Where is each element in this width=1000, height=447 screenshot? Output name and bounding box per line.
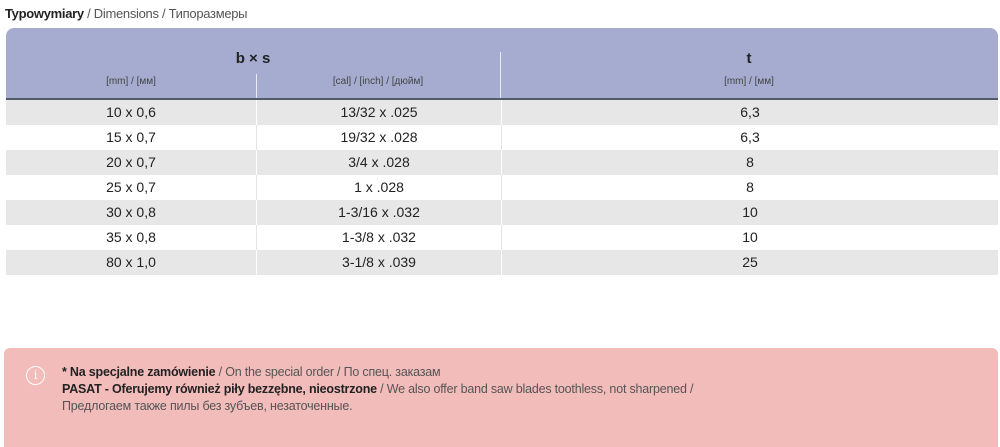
info-icon: i xyxy=(26,366,45,385)
cell-inch: 19/32 x .028 xyxy=(257,125,502,150)
table-row: 80 x 1,0 3-1/8 x .039 25 xyxy=(6,250,998,275)
cell-mm: 25 x 0,7 xyxy=(6,175,257,200)
cell-t: 10 xyxy=(742,204,758,220)
title-bold: Typowymiary xyxy=(5,6,84,21)
section-title: Typowymiary / Dimensions / Типоразмеры xyxy=(5,6,248,21)
cell-inch: 1-3/8 x .032 xyxy=(257,225,502,250)
cell-inch: 3-1/8 x .039 xyxy=(257,250,502,275)
cell-inch: 1-3/16 x .032 xyxy=(257,200,502,225)
table-row: 30 x 0,8 1-3/16 x .032 10 xyxy=(6,200,998,225)
table-row: 10 x 0,6 13/32 x .025 6,3 xyxy=(6,100,998,125)
table-row: 20 x 0,7 3/4 x .028 8 xyxy=(6,150,998,175)
cell-inch: 3/4 x .028 xyxy=(257,150,502,175)
divider xyxy=(500,52,501,98)
note-line3: Предлогаем также пилы без зубъев, незато… xyxy=(62,399,353,413)
cell-mm: 20 x 0,7 xyxy=(6,150,257,175)
cell-t: 10 xyxy=(742,229,758,245)
table-body: 10 x 0,6 13/32 x .025 6,3 15 x 0,7 19/32 x .… xyxy=(6,100,998,275)
divider xyxy=(256,74,257,98)
cell-mm: 35 x 0,8 xyxy=(6,225,257,250)
cell-inch: 1 x .028 xyxy=(257,175,502,200)
cell-inch: 13/32 x .025 xyxy=(257,100,502,125)
table-row: 15 x 0,7 19/32 x .028 6,3 xyxy=(6,125,998,150)
header-inch: [cal] / [inch] / [дюйм] xyxy=(332,76,424,87)
note-line2-bold: PASAT - Oferujemy również piły bezzębne,… xyxy=(62,382,377,396)
note-line1-bold: * Na specjalne zamówienie xyxy=(62,365,216,379)
cell-t: 8 xyxy=(746,154,754,170)
note-line1-rest: / On the special order / По спец. заказа… xyxy=(215,365,441,379)
cell-mm: 30 x 0,8 xyxy=(6,200,257,225)
note-box: i * Na specjalne zamówienie / On the spe… xyxy=(4,348,998,447)
header-mm: [mm] / [мм] xyxy=(106,76,156,87)
header-t: t xyxy=(746,50,752,67)
cell-mm: 15 x 0,7 xyxy=(6,125,257,150)
dimensions-table: b × s [mm] / [мм] [cal] / [inch] / [дюйм… xyxy=(6,28,998,275)
cell-mm: 10 x 0,6 xyxy=(6,100,257,125)
title-rest: / Dimensions / Типоразмеры xyxy=(83,6,248,21)
note-text: * Na specjalne zamówienie / On the speci… xyxy=(62,364,694,415)
cell-t: 25 xyxy=(742,254,758,270)
header-bxs: b × s xyxy=(235,50,271,67)
cell-t: 6,3 xyxy=(740,129,760,145)
cell-t: 8 xyxy=(746,179,754,195)
note-line2-rest: / We also offer band saw blades toothles… xyxy=(376,382,694,396)
header-t-unit: [mm] / [мм] xyxy=(724,76,774,87)
table-header: b × s [mm] / [мм] [cal] / [inch] / [дюйм… xyxy=(6,28,998,100)
table-row: 25 x 0,7 1 x .028 8 xyxy=(6,175,998,200)
table-row: 35 x 0,8 1-3/8 x .032 10 xyxy=(6,225,998,250)
cell-t: 6,3 xyxy=(740,104,760,120)
cell-mm: 80 x 1,0 xyxy=(6,250,257,275)
